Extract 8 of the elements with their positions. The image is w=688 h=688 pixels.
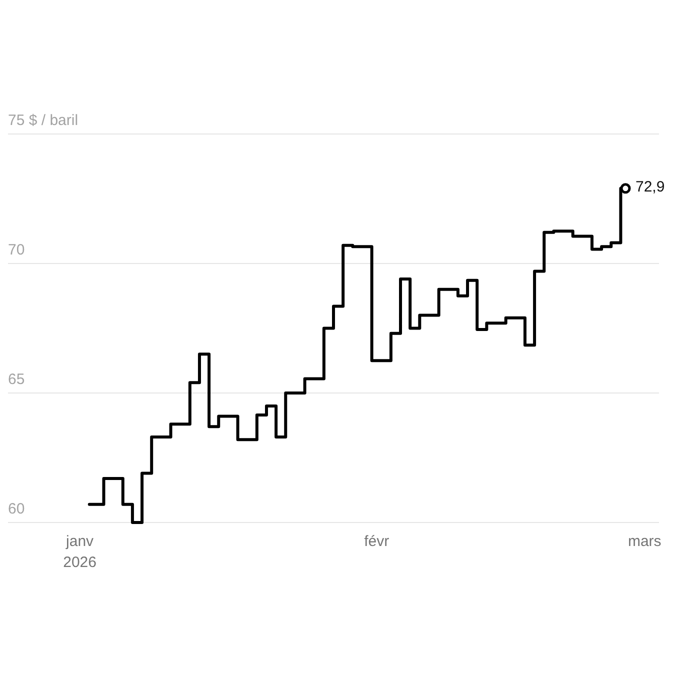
data-label: 72,9 [635,178,665,196]
y-tick-label: 70 [8,242,25,259]
x-tick-label: févr [364,533,390,550]
x-tick-label: mars [628,533,662,550]
y-tick-label: 65 [8,371,25,388]
x-tick-label: janv 2026 [63,533,96,572]
y-tick-label: 60 [8,500,25,518]
y-tick-label: 75 $ / baril [8,112,78,130]
